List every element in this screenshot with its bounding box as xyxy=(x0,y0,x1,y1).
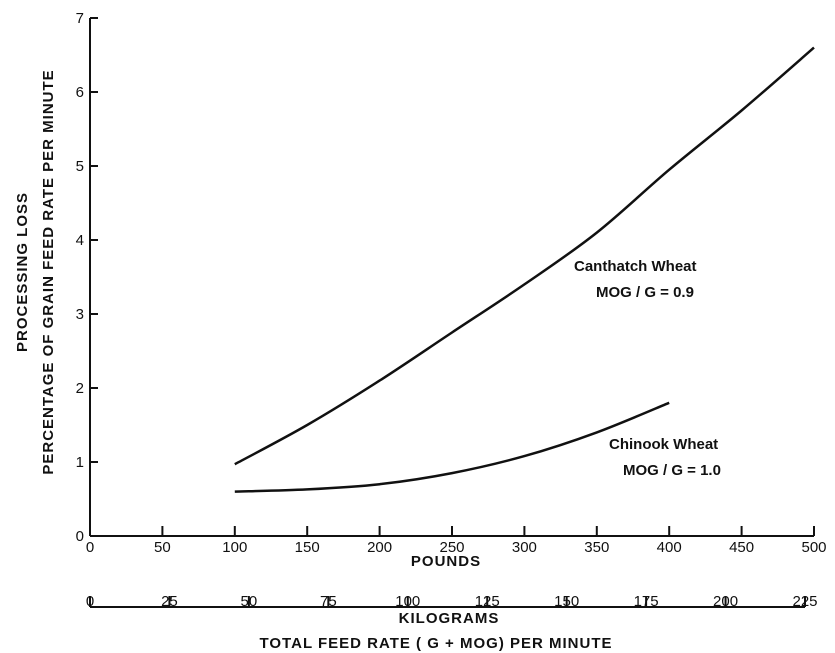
kg-tick-label: 150 xyxy=(554,593,579,610)
x-tick-label: 500 xyxy=(801,539,826,556)
y-tick-label: 6 xyxy=(76,84,84,101)
y-tick-label: 1 xyxy=(76,454,84,471)
x-tick-label: 400 xyxy=(657,539,682,556)
x-tick-label: 100 xyxy=(222,539,247,556)
kg-tick-label: 0 xyxy=(86,593,94,610)
x-tick-label: 350 xyxy=(584,539,609,556)
canthatch-wheat-line xyxy=(234,46,815,466)
x-axis-title-total: TOTAL FEED RATE ( G + MOG) PER MINUTE xyxy=(260,635,613,652)
x-tick-label: 250 xyxy=(439,539,464,556)
x-tick-label: 0 xyxy=(86,539,94,556)
x-axis-title-kg: KILOGRAMS xyxy=(399,610,500,627)
kg-tick-label: 100 xyxy=(395,593,420,610)
y-axis-title-line1: PROCESSING LOSS xyxy=(14,192,31,352)
kg-ticks: 0 25 50 75 100 125 150 175 200 225 xyxy=(86,593,818,610)
y-tick-label: 3 xyxy=(76,306,84,323)
y-axis-title-line2: PERCENTAGE OF GRAIN FEED RATE PER MINUTE xyxy=(40,69,57,474)
chinook-label: Chinook Wheat xyxy=(609,436,718,453)
x-ticks: 0 50 100 150 200 250 300 350 400 450 500 xyxy=(86,526,827,556)
kg-tick-label: 75 xyxy=(320,593,337,610)
y-tick-label: 0 xyxy=(76,528,84,545)
kg-tick-label: 125 xyxy=(475,593,500,610)
y-ticks: 0 1 2 3 4 5 6 7 xyxy=(76,10,98,545)
x-tick-label: 300 xyxy=(512,539,537,556)
kg-tick-label: 175 xyxy=(634,593,659,610)
x-tick-label: 150 xyxy=(295,539,320,556)
x-tick-label: 450 xyxy=(729,539,754,556)
kg-tick-label: 225 xyxy=(792,593,817,610)
chinook-wheat-line xyxy=(234,401,670,493)
y-tick-label: 5 xyxy=(76,158,84,175)
series-layer xyxy=(234,46,815,493)
kg-tick-label: 200 xyxy=(713,593,738,610)
y-tick-label: 2 xyxy=(76,380,84,397)
x-axis-title-pounds: POUNDS xyxy=(411,553,481,570)
kg-tick-label: 50 xyxy=(241,593,258,610)
x-tick-label: 50 xyxy=(154,539,171,556)
canthatch-label: Canthatch Wheat xyxy=(574,258,697,275)
x-tick-label: 200 xyxy=(367,539,392,556)
y-tick-label: 4 xyxy=(76,232,84,249)
y-tick-label: 7 xyxy=(76,10,84,27)
chinook-mog-label: MOG / G = 1.0 xyxy=(623,462,721,479)
canthatch-mog-label: MOG / G = 0.9 xyxy=(596,284,694,301)
kg-tick-label: 25 xyxy=(161,593,178,610)
